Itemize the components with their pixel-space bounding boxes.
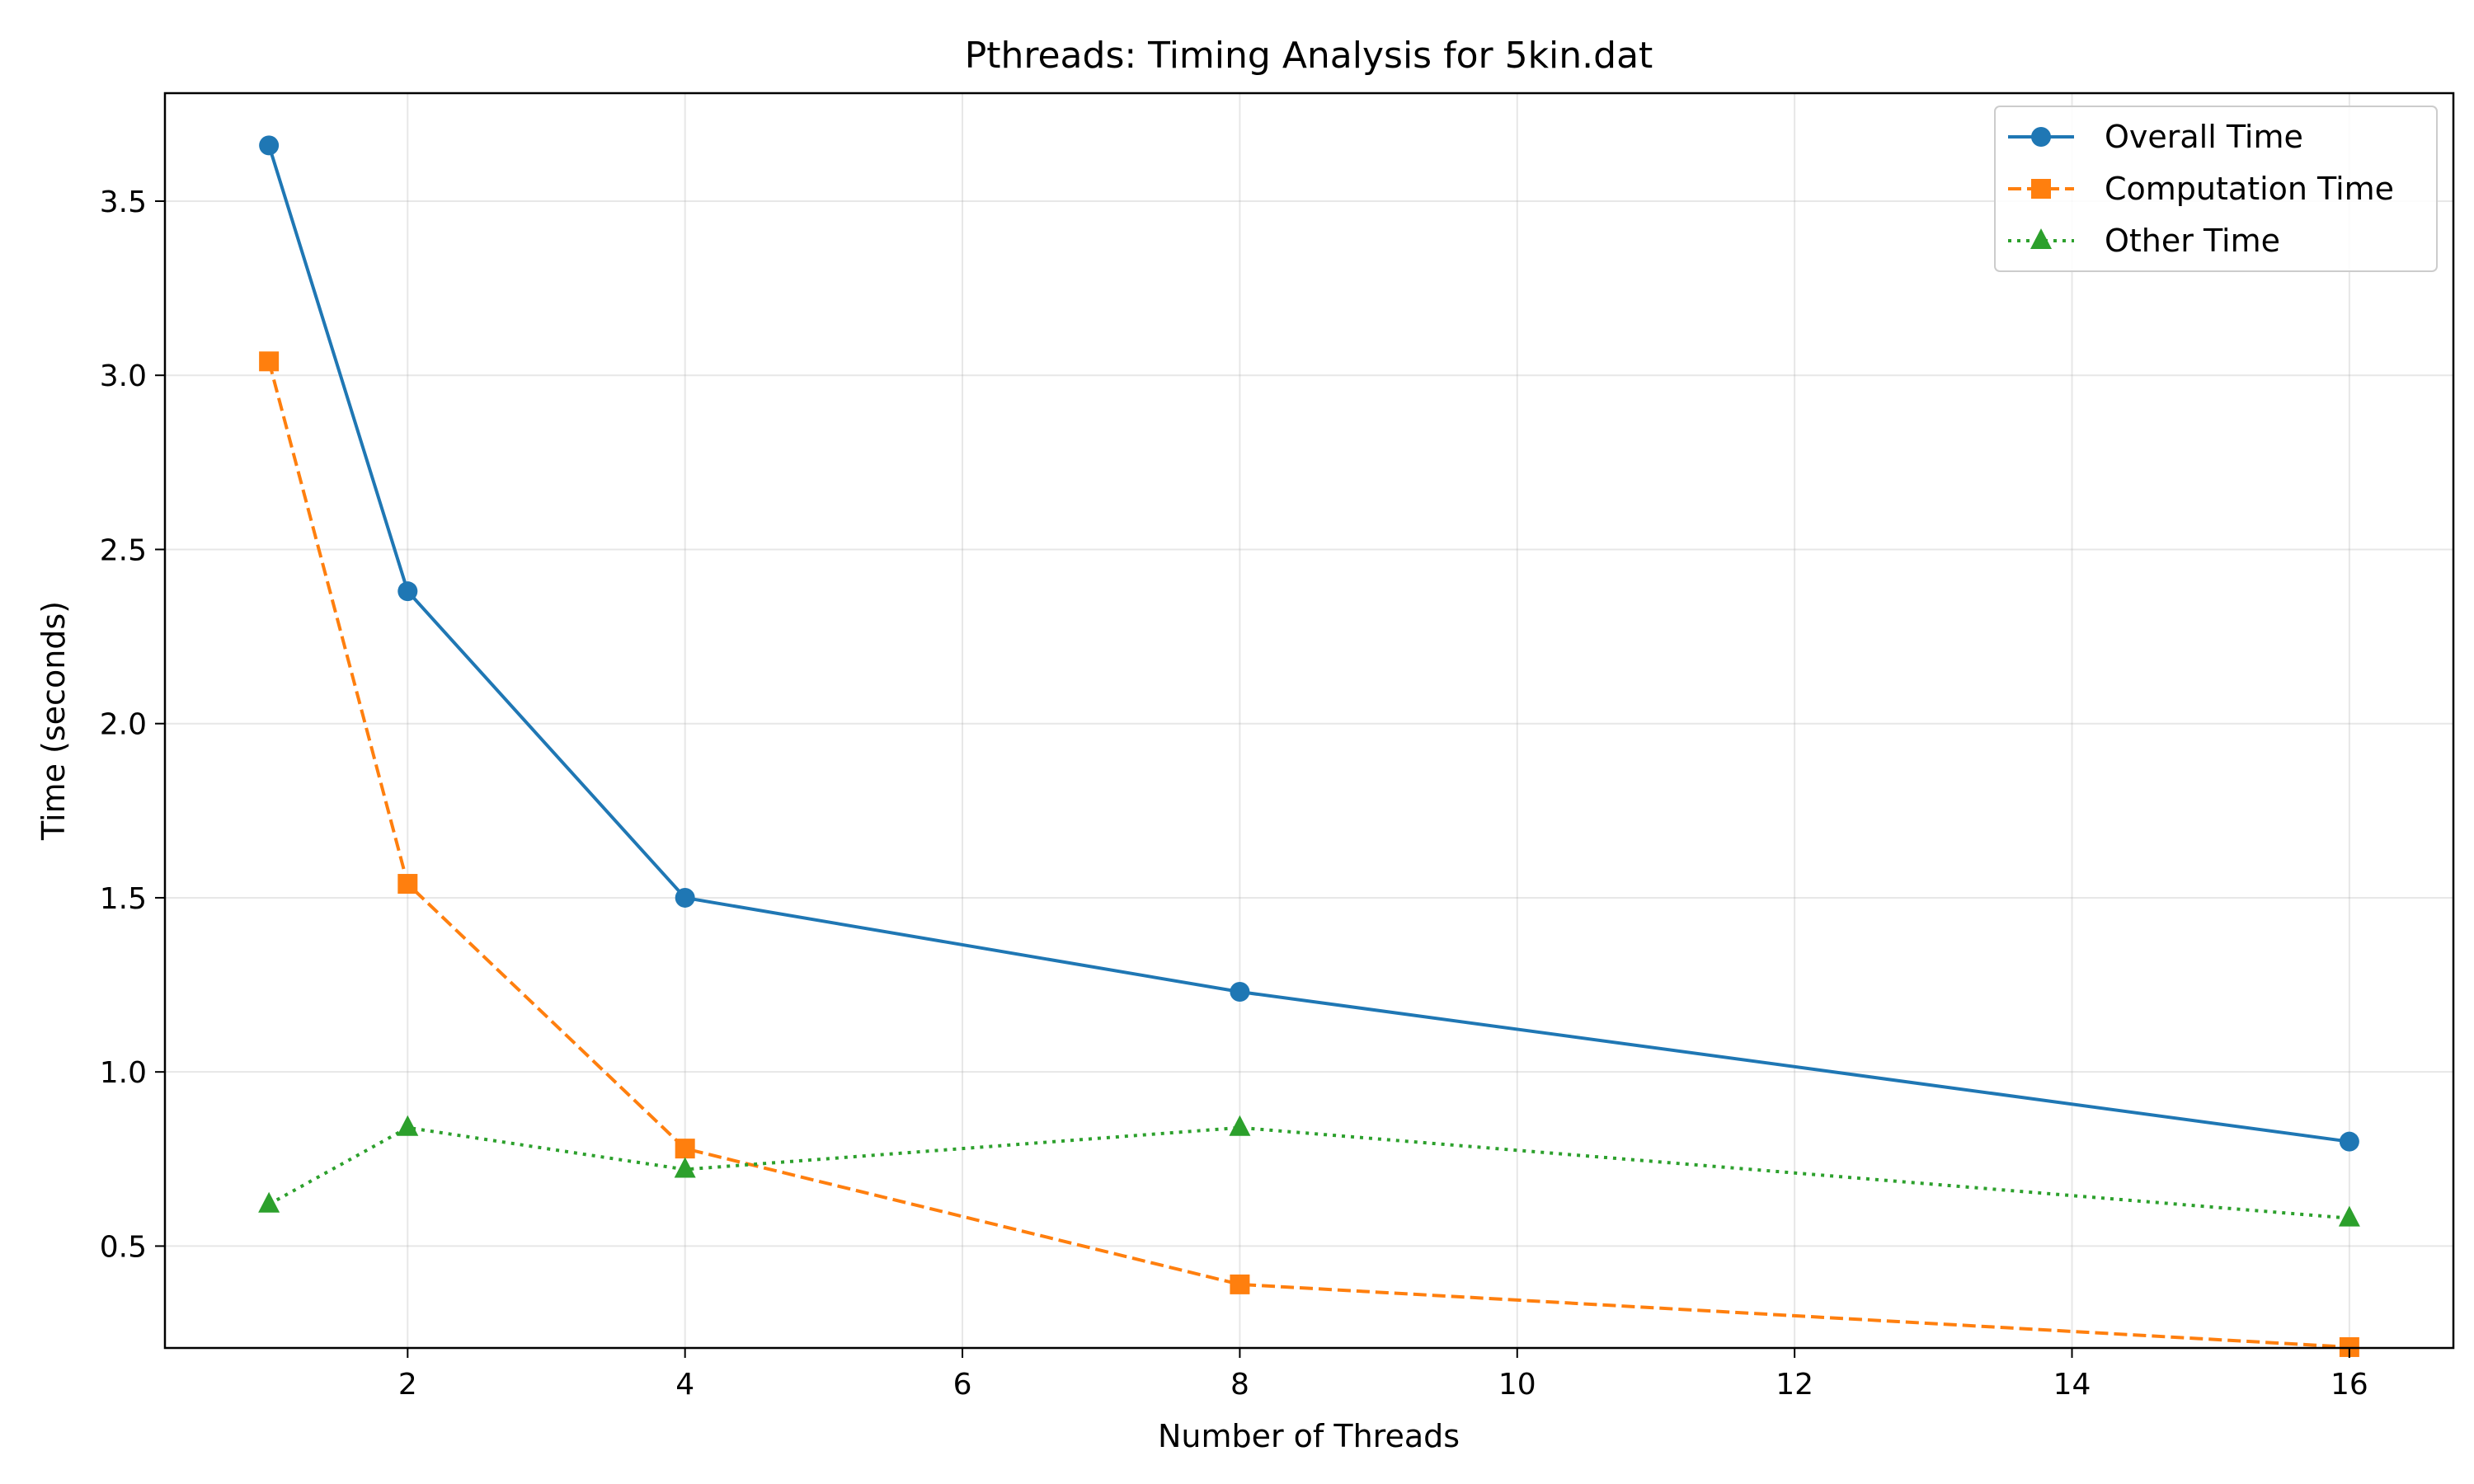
legend-item: Other Time bbox=[2008, 223, 2280, 259]
chart-title: Pthreads: Timing Analysis for 5kin.dat bbox=[965, 35, 1653, 77]
y-tick-label: 1.5 bbox=[100, 882, 147, 916]
data-point bbox=[1229, 1115, 1251, 1136]
series-line bbox=[267, 360, 2349, 1349]
y-tick-label: 3.0 bbox=[100, 359, 147, 393]
x-axis-ticks: 2 4 6 8 10 12 14 16 bbox=[398, 1348, 2368, 1402]
x-tick-label: 8 bbox=[1230, 1368, 1249, 1402]
legend-marker bbox=[2031, 127, 2051, 147]
x-tick-label: 6 bbox=[953, 1368, 972, 1402]
x-axis-label: Number of Threads bbox=[1158, 1418, 1460, 1454]
legend-label: Overall Time bbox=[2105, 119, 2303, 155]
y-tick-label: 0.5 bbox=[100, 1230, 147, 1264]
series-layer bbox=[258, 135, 2360, 1357]
series-overall-time bbox=[259, 135, 2359, 1152]
data-point bbox=[674, 1157, 696, 1178]
legend-item: Computation Time bbox=[2008, 171, 2394, 207]
x-tick-label: 4 bbox=[675, 1368, 694, 1402]
data-point bbox=[675, 1139, 695, 1159]
x-tick-label: 10 bbox=[1498, 1368, 1536, 1402]
legend-label: Computation Time bbox=[2105, 171, 2394, 207]
y-tick-label: 2.5 bbox=[100, 533, 147, 567]
data-point bbox=[259, 135, 280, 156]
data-point bbox=[2339, 1131, 2359, 1152]
x-tick-label: 16 bbox=[2331, 1368, 2368, 1402]
data-point bbox=[1230, 1274, 1250, 1294]
series-other-time bbox=[258, 1115, 2360, 1227]
data-point bbox=[675, 887, 695, 908]
data-point bbox=[259, 351, 280, 372]
data-point bbox=[397, 874, 418, 895]
grid-layer bbox=[165, 93, 2453, 1348]
legend-marker bbox=[2030, 228, 2052, 249]
legend-item: Overall Time bbox=[2008, 119, 2303, 155]
y-tick-label: 2.0 bbox=[100, 708, 147, 742]
y-axis-label: Time (seconds) bbox=[35, 601, 72, 841]
x-tick-label: 12 bbox=[1776, 1368, 1813, 1402]
data-point bbox=[2338, 1205, 2360, 1227]
y-tick-label: 3.5 bbox=[100, 186, 147, 219]
data-point bbox=[397, 1115, 419, 1136]
series-computation-time bbox=[259, 351, 2359, 1357]
axes-frame bbox=[163, 92, 2455, 1350]
x-tick-label: 14 bbox=[2053, 1368, 2091, 1402]
data-point bbox=[1230, 982, 1250, 1003]
legend-marker bbox=[2031, 179, 2051, 199]
y-tick-label: 1.0 bbox=[100, 1056, 147, 1090]
x-tick-label: 2 bbox=[398, 1368, 417, 1402]
data-point bbox=[258, 1191, 280, 1213]
legend-box bbox=[1994, 106, 2438, 272]
data-point bbox=[397, 581, 418, 602]
legend: Overall Time Computation Time Other Time bbox=[1994, 106, 2438, 272]
y-axis-ticks: 0.5 1.0 1.5 2.0 2.5 3.0 3.5 bbox=[100, 186, 165, 1264]
legend-label: Other Time bbox=[2105, 223, 2280, 259]
